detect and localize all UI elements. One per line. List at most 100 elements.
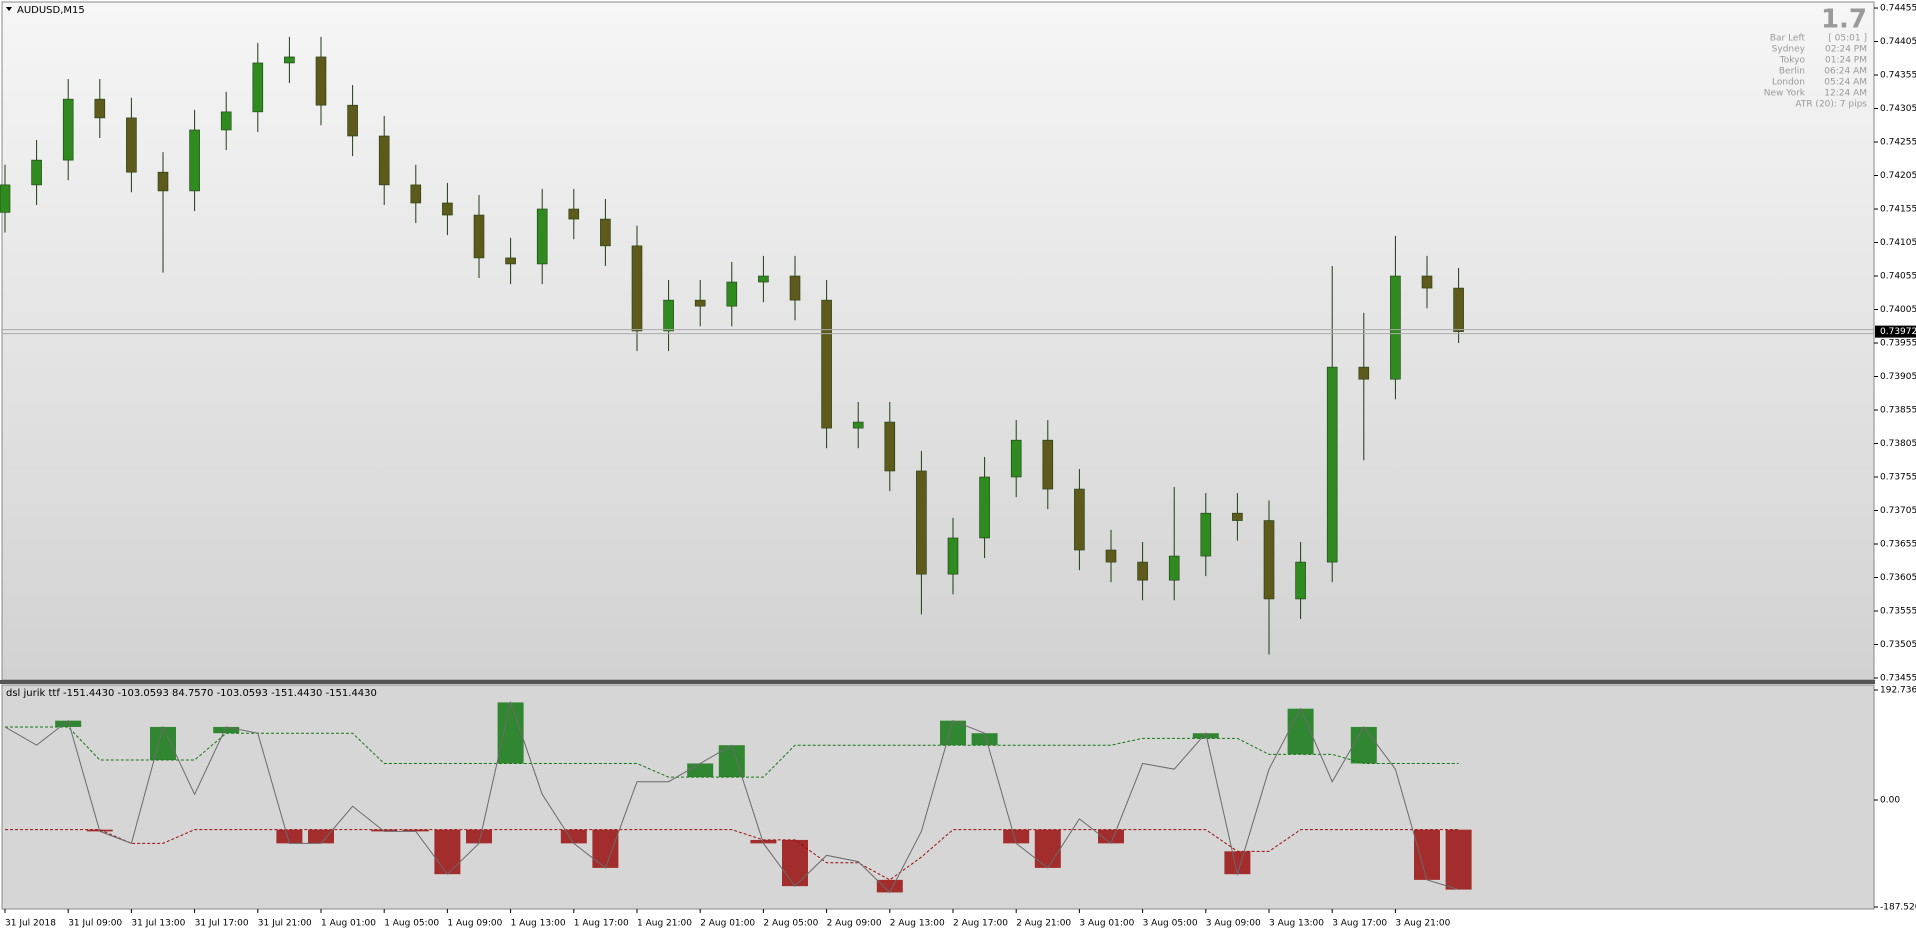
candle-body [789, 275, 801, 301]
candle-body [1074, 488, 1085, 551]
candle-body [694, 299, 706, 307]
x-tick-label: 1 Aug 05:00 [384, 919, 439, 929]
histogram-bar [687, 763, 714, 778]
candle-body [94, 98, 106, 119]
x-tick-label: 2 Aug 21:00 [1016, 919, 1071, 929]
x-tick-label: 1 Aug 17:00 [574, 919, 629, 929]
histogram-bar [150, 726, 176, 761]
candle-body [758, 275, 769, 283]
x-tick-label: 3 Aug 17:00 [1332, 919, 1387, 929]
histogram-bar [560, 829, 587, 844]
candle-body [442, 202, 453, 216]
histogram-bar [876, 879, 903, 893]
histogram-bar [1414, 829, 1440, 880]
atr-label: ATR (20): 7 pips [1795, 100, 1867, 110]
candle-body [663, 299, 674, 332]
y-tick-label: 0.73555 [1880, 606, 1916, 616]
histogram-bar [1098, 829, 1124, 844]
y-tick-label: 0.73955 [1880, 339, 1916, 349]
candle-body [473, 214, 485, 259]
panel-separator [0, 680, 1875, 684]
y-tick-label: 0.74055 [1880, 272, 1916, 282]
candle-body [852, 421, 864, 429]
histogram-bar [1003, 829, 1030, 844]
candle-body [126, 117, 137, 173]
histogram-bar [466, 829, 492, 844]
y-tick-label: 0.74455 [1880, 4, 1916, 14]
indicator-panel [1, 684, 1875, 910]
lower-level [5, 829, 1459, 881]
histogram-bar [750, 839, 777, 844]
y-tick-label: 0.73905 [1880, 372, 1916, 382]
candle-body [600, 218, 611, 247]
x-tick-label: 31 Jul 13:00 [131, 919, 185, 929]
candle-body [31, 159, 42, 186]
histogram-bar [592, 829, 619, 868]
y-tick-label: 0.74205 [1880, 171, 1916, 181]
candle-body [1042, 439, 1054, 490]
x-tick-label: 1 Aug 09:00 [447, 919, 502, 929]
histogram-bar [402, 829, 429, 832]
candle-body [378, 135, 390, 186]
spread-value: 1.7 [1821, 5, 1867, 35]
x-tick-label: 3 Aug 13:00 [1269, 919, 1324, 929]
y-tick-label: -187.5208 [1880, 903, 1916, 913]
candle-body [536, 208, 548, 265]
candle-body [1326, 366, 1338, 563]
candle-body [1200, 512, 1212, 557]
candle-body [1137, 561, 1148, 581]
info-label: Tokyo [1779, 56, 1806, 66]
candle-body [252, 62, 264, 113]
candle-body [410, 184, 422, 204]
info-value: [ 05:01 ] [1828, 34, 1867, 44]
candle-body [157, 171, 169, 192]
indicator-title: dsl jurik ttf -151.4430 -103.0593 84.757… [6, 688, 377, 699]
x-tick-label: 1 Aug 13:00 [511, 919, 566, 929]
candle-body [347, 104, 358, 137]
candle-body [1421, 275, 1433, 289]
menu-arrow[interactable] [6, 7, 12, 11]
histogram-bar [940, 720, 966, 746]
candle-body [62, 98, 74, 161]
candle-body [979, 476, 990, 539]
histogram-bar [308, 829, 334, 844]
y-tick-label: 0.00 [1880, 795, 1900, 805]
histogram-bar [276, 829, 303, 844]
candle-body [1453, 287, 1464, 332]
x-tick-label: 2 Aug 13:00 [890, 919, 945, 929]
upper-level [5, 726, 1459, 778]
info-value: 06:24 AM [1824, 67, 1867, 77]
candle-body [726, 281, 738, 307]
info-value: 01:24 PM [1825, 56, 1867, 66]
y-tick-label: 0.73755 [1880, 473, 1916, 483]
y-tick-label: 0.74155 [1880, 205, 1916, 215]
candle-body [1295, 561, 1306, 600]
candle-body [631, 245, 643, 332]
x-tick-label: 31 Jul 21:00 [258, 919, 312, 929]
x-tick-label: 3 Aug 21:00 [1395, 919, 1450, 929]
x-tick-label: 31 Jul 17:00 [195, 919, 249, 929]
y-tick-label: 192.7363 [1880, 686, 1916, 696]
histogram-bar [497, 702, 524, 764]
candle-body [1390, 275, 1401, 380]
candle-body [1105, 549, 1117, 563]
candle-body [189, 129, 200, 192]
histogram-bar [1287, 708, 1314, 755]
current-price-label: 0.73972 [1880, 327, 1916, 337]
y-tick-label: 0.74355 [1880, 71, 1916, 81]
histogram-bar [1192, 733, 1219, 739]
candle-body [821, 299, 832, 429]
y-tick-label: 0.74255 [1880, 138, 1916, 148]
y-tick-label: 0.73505 [1880, 640, 1916, 650]
y-tick-label: 0.74405 [1880, 37, 1916, 47]
candle-body [568, 208, 580, 220]
y-tick-label: 0.73455 [1880, 673, 1916, 683]
candle-body [1263, 520, 1275, 600]
x-tick-label: 2 Aug 05:00 [763, 919, 818, 929]
histogram-bar [434, 829, 461, 875]
histogram-bar [1350, 726, 1377, 764]
candle-body [505, 257, 516, 265]
x-tick-label: 3 Aug 01:00 [1079, 919, 1134, 929]
